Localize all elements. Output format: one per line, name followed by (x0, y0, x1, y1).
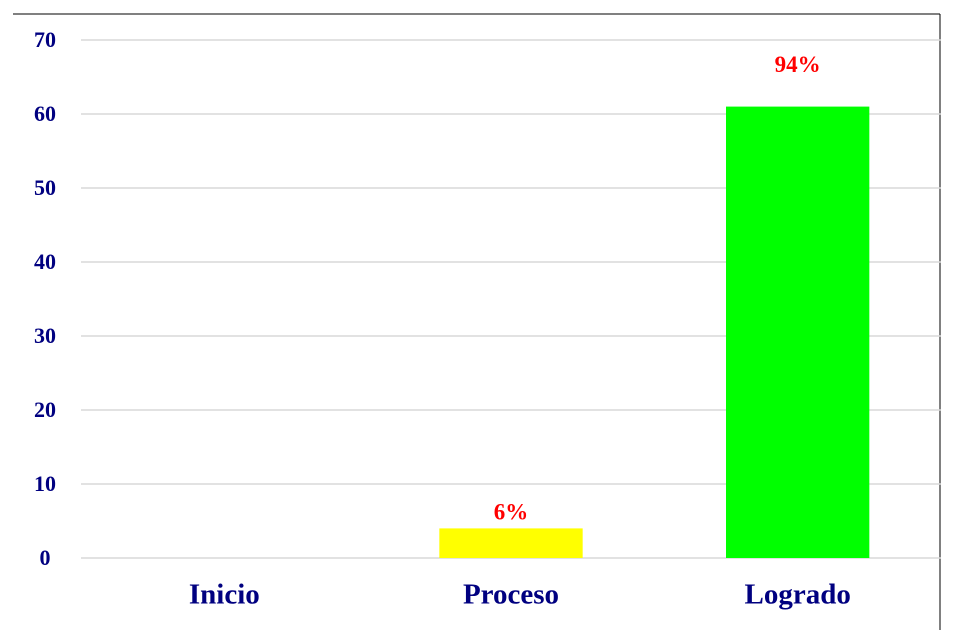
y-tick-label: 20 (34, 397, 56, 422)
data-label: 6% (494, 500, 529, 525)
y-tick-label: 10 (34, 471, 56, 496)
y-tick-label: 30 (34, 323, 56, 348)
x-tick-label: Logrado (744, 579, 850, 611)
bar (439, 528, 583, 558)
bar (726, 106, 870, 558)
y-tick-label: 40 (34, 249, 56, 274)
x-tick-label: Inicio (189, 579, 260, 611)
data-label: 94% (775, 52, 821, 77)
y-tick-label: 50 (34, 175, 56, 200)
y-tick-label: 70 (34, 27, 56, 52)
y-tick-label: 60 (34, 101, 56, 126)
x-tick-label: Proceso (463, 579, 559, 611)
y-tick-label: 0 (40, 545, 51, 570)
